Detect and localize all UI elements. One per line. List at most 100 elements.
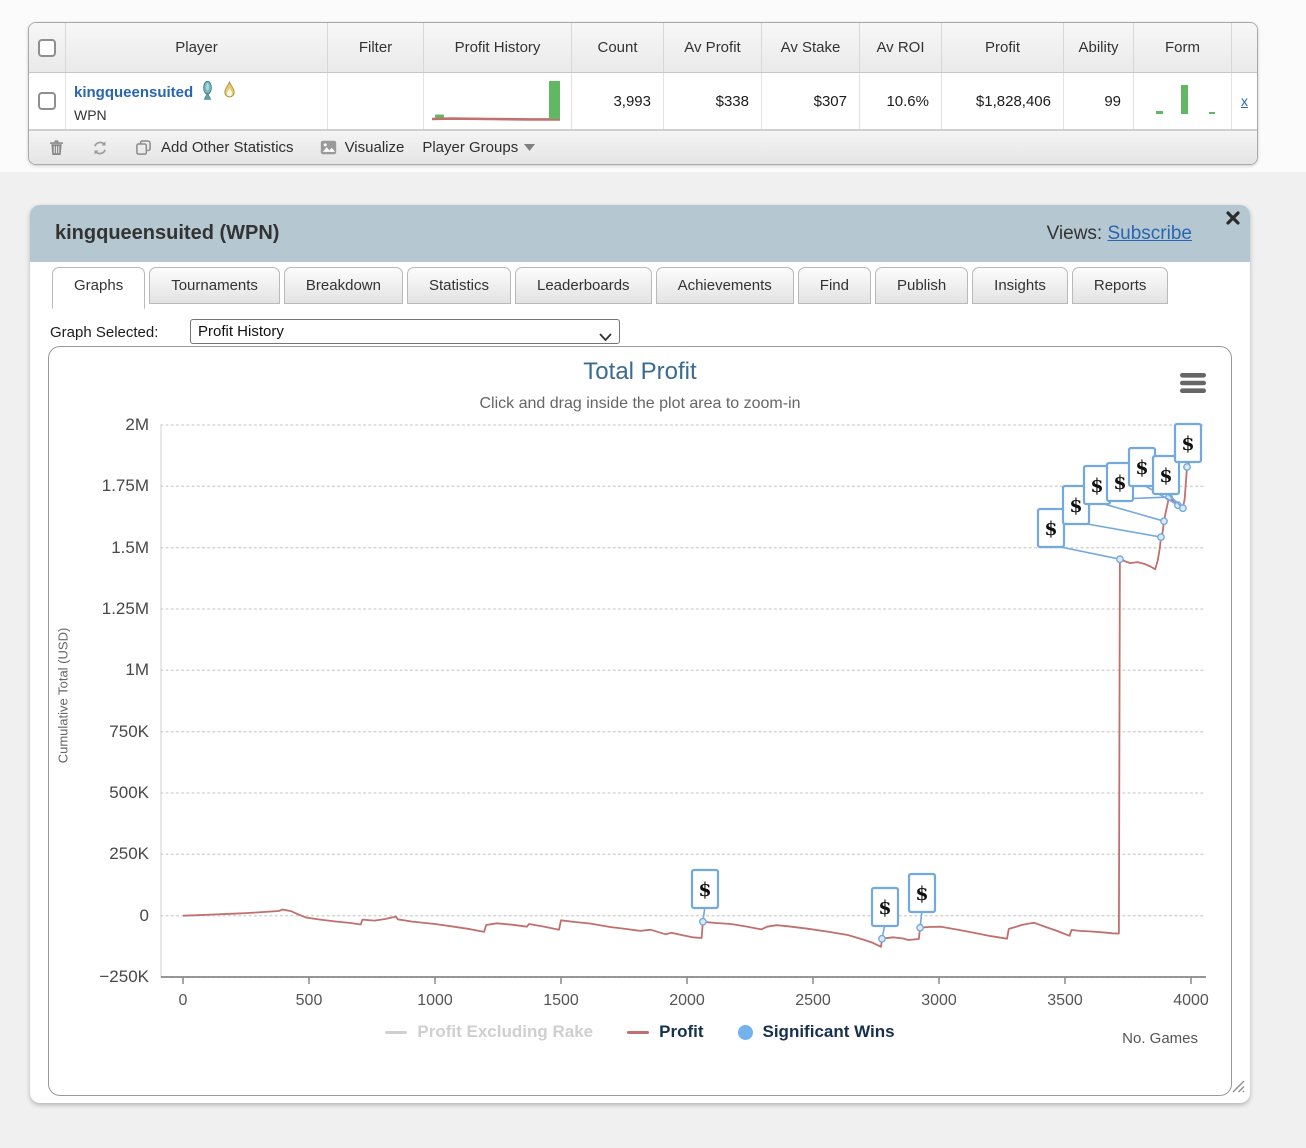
x-tick-label: 3000	[921, 992, 957, 1009]
av-roi-value: 10.6%	[859, 73, 941, 129]
legend-label: Significant Wins	[762, 1022, 895, 1041]
hamburger-menu-icon[interactable]	[1180, 373, 1206, 398]
y-tick-label: 1.75M	[101, 476, 149, 496]
av-stake-value: $307	[761, 73, 859, 129]
legend-label: Profit Excluding Rake	[417, 1022, 594, 1041]
profit-chart[interactable]: $ $ $ $ $ $ $ $ $ $ Total Profit Click and drag i…	[48, 346, 1232, 1096]
col-header-av-roi[interactable]: Av ROI	[859, 23, 941, 72]
x-tick-label: 2500	[795, 992, 831, 1009]
image-icon[interactable]	[320, 140, 337, 155]
trash-icon[interactable]	[49, 139, 64, 156]
legend-line-marker	[627, 1030, 650, 1034]
x-tick-label: 2000	[669, 992, 705, 1009]
form-sparkline	[1133, 73, 1231, 129]
svg-text:$: $	[1113, 472, 1126, 494]
svg-text:$: $	[698, 879, 711, 901]
col-header-filter[interactable]: Filter	[327, 23, 423, 72]
col-header-count[interactable]: Count	[571, 23, 663, 72]
chart-title: Total Profit	[583, 358, 697, 385]
legend-item-profit-excluding-rake[interactable]: Profit Excluding Rake	[385, 1022, 593, 1042]
legend-line-marker	[385, 1030, 408, 1034]
subscribe-link[interactable]: Subscribe	[1107, 222, 1193, 244]
caret-down-icon[interactable]	[524, 144, 536, 151]
player-cell: kingqueensuited WPN	[65, 73, 327, 129]
ability-value: 99	[1063, 73, 1133, 129]
x-axis-title: No. Games	[1122, 1030, 1198, 1047]
x-tick-label: 1000	[417, 992, 453, 1009]
col-header-remove	[1231, 23, 1257, 72]
count-value: 3,993	[571, 73, 663, 129]
tab-tournaments[interactable]: Tournaments	[149, 267, 280, 304]
panel-header: kingqueensuited (WPN) Views: Subscribe	[30, 205, 1250, 262]
y-tick-label: 0	[139, 905, 149, 925]
legend-circle-marker	[737, 1024, 753, 1040]
refresh-icon[interactable]	[92, 140, 108, 156]
filter-cell	[327, 73, 423, 129]
table-row: kingqueensuited WPN 3,993 $338 $307 10.6…	[29, 73, 1257, 130]
col-header-player[interactable]: Player	[65, 23, 327, 72]
col-header-profit-history[interactable]: Profit History	[423, 23, 571, 72]
panel-title: kingqueensuited (WPN)	[55, 222, 280, 244]
player-network: WPN	[74, 106, 107, 123]
tab-insights[interactable]: Insights	[972, 267, 1068, 304]
col-header-av-profit[interactable]: Av Profit	[663, 23, 761, 72]
table-header-row: Player Filter Profit History Count Av Pr…	[29, 23, 1257, 73]
x-tick-label: 0	[178, 992, 188, 1009]
row-checkbox[interactable]	[38, 92, 56, 110]
svg-text:$: $	[1135, 457, 1148, 479]
chart-subtitle: Click and drag inside the plot area to z…	[479, 395, 801, 412]
svg-text:$: $	[1044, 518, 1057, 540]
tab-achievements[interactable]: Achievements	[655, 267, 794, 304]
resize-handle-icon[interactable]	[1232, 1080, 1245, 1098]
close-icon[interactable]	[1226, 211, 1242, 227]
tab-statistics[interactable]: Statistics	[406, 267, 511, 304]
profit-history-sparkline[interactable]	[423, 73, 571, 129]
plot-svg[interactable]: $ $ $ $ $ $ $ $ $ $	[49, 347, 1233, 1097]
x-tick-label: 500	[295, 992, 323, 1009]
svg-text:$: $	[1090, 475, 1103, 497]
svg-text:$: $	[1069, 495, 1082, 517]
tab-graphs[interactable]: Graphs	[52, 267, 146, 309]
legend-item-profit[interactable]: Profit	[627, 1022, 704, 1042]
tab-breakdown[interactable]: Breakdown	[283, 267, 403, 304]
col-header-ability[interactable]: Ability	[1063, 23, 1133, 72]
tab-find[interactable]: Find	[797, 267, 871, 304]
views-label: Views:	[1046, 222, 1103, 244]
svg-text:$: $	[915, 883, 928, 905]
table-toolbar: Add Other Statistics Visualize Player Gr…	[29, 130, 1257, 164]
col-header-av-stake[interactable]: Av Stake	[761, 23, 859, 72]
visualize-button[interactable]: Visualize	[344, 139, 405, 156]
legend-label: Profit	[659, 1022, 704, 1041]
tab-bar: Graphs Tournaments Breakdown Statistics Lead…	[52, 267, 1169, 309]
profit-value: $1,828,406	[941, 73, 1063, 129]
col-header-profit[interactable]: Profit	[941, 23, 1063, 72]
player-name-link[interactable]: kingqueensuited	[74, 83, 194, 101]
chart-legend: Profit Excluding Rake Profit Significant W…	[49, 1022, 1231, 1042]
legend-item-significant-wins[interactable]: Significant Wins	[737, 1022, 895, 1042]
tab-leaderboards[interactable]: Leaderboards	[514, 267, 652, 304]
svg-text:$: $	[1159, 465, 1172, 487]
graph-selected-label: Graph Selected:	[50, 324, 159, 341]
x-tick-label: 4000	[1173, 992, 1209, 1009]
y-tick-label: 1M	[125, 660, 149, 680]
tab-reports[interactable]: Reports	[1071, 267, 1169, 304]
svg-text:$: $	[878, 897, 891, 919]
copy-icon[interactable]	[136, 140, 151, 155]
y-tick-label: 500K	[109, 783, 149, 802]
stats-table: Player Filter Profit History Count Av Pr…	[28, 22, 1258, 165]
graph-selected-dropdown[interactable]: Profit History	[190, 319, 620, 344]
x-tick-label: 3500	[1047, 992, 1083, 1009]
player-panel: kingqueensuited (WPN) Views: Subscribe G…	[30, 205, 1250, 1103]
select-all-checkbox[interactable]	[38, 38, 56, 57]
av-profit-value: $338	[663, 73, 761, 129]
tab-publish[interactable]: Publish	[874, 267, 969, 304]
y-tick-label: 1.5M	[111, 537, 149, 557]
y-tick-label: 2M	[125, 415, 149, 434]
y-tick-label: 250K	[109, 844, 149, 864]
add-other-statistics-button[interactable]: Add Other Statistics	[161, 139, 294, 156]
fish-icon	[202, 80, 213, 105]
remove-row-link[interactable]: x	[1241, 93, 1248, 109]
y-axis-title: Cumulative Total (USD)	[55, 627, 71, 764]
player-groups-dropdown[interactable]: Player Groups	[422, 139, 519, 156]
col-header-form[interactable]: Form	[1133, 23, 1231, 72]
